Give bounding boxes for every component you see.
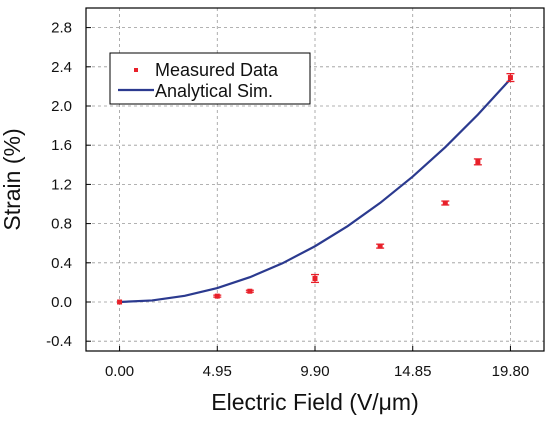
measured-point xyxy=(506,73,515,83)
measured-point xyxy=(376,243,385,249)
y-tick-label: 0.8 xyxy=(51,216,72,233)
x-axis-title: Electric Field (V/μm) xyxy=(211,389,419,415)
y-tick-label: 1.6 xyxy=(51,137,72,154)
measured-marker xyxy=(507,75,513,81)
y-tick-label: 2.0 xyxy=(51,98,72,115)
analytical-sim-line xyxy=(119,78,512,304)
y-tick-label: 0.4 xyxy=(51,255,72,272)
measured-marker xyxy=(442,200,448,206)
y-tick-label: 2.4 xyxy=(51,59,72,76)
measured-marker xyxy=(377,243,383,249)
x-tick-label: 0.00 xyxy=(105,363,134,380)
y-tick-label: -0.4 xyxy=(46,333,72,350)
y-tick-label: 2.8 xyxy=(51,20,72,37)
ticks: 0.00 4.95 9.90 14.85 19.80 -0.4 0.0 0.4 0.8 1.2 1.… xyxy=(46,20,529,380)
measured-point xyxy=(245,288,254,294)
x-tick-label: 19.80 xyxy=(492,363,530,380)
measured-marker xyxy=(312,275,318,281)
y-tick-label: 1.2 xyxy=(51,176,72,193)
y-axis-title: Strain (%) xyxy=(0,128,25,230)
grid xyxy=(86,8,544,351)
measured-point xyxy=(117,299,123,305)
measured-point xyxy=(213,293,222,299)
series-layer xyxy=(117,73,515,305)
legend-measured-label: Measured Data xyxy=(155,60,279,80)
measured-marker xyxy=(475,159,481,165)
legend-box xyxy=(109,52,311,105)
measured-point xyxy=(311,273,319,284)
measured-marker xyxy=(214,293,220,299)
measured-marker xyxy=(117,299,123,305)
measured-point xyxy=(441,200,450,206)
x-tick-label: 4.95 xyxy=(203,363,232,380)
measured-point xyxy=(473,158,482,166)
y-tick-label: 0.0 xyxy=(51,294,72,311)
x-tick-label: 14.85 xyxy=(394,363,432,380)
legend-sim-label: Analytical Sim. xyxy=(155,81,273,101)
measured-marker xyxy=(247,288,253,294)
x-tick-label: 9.90 xyxy=(300,363,329,380)
legend-measured-marker xyxy=(134,68,138,72)
